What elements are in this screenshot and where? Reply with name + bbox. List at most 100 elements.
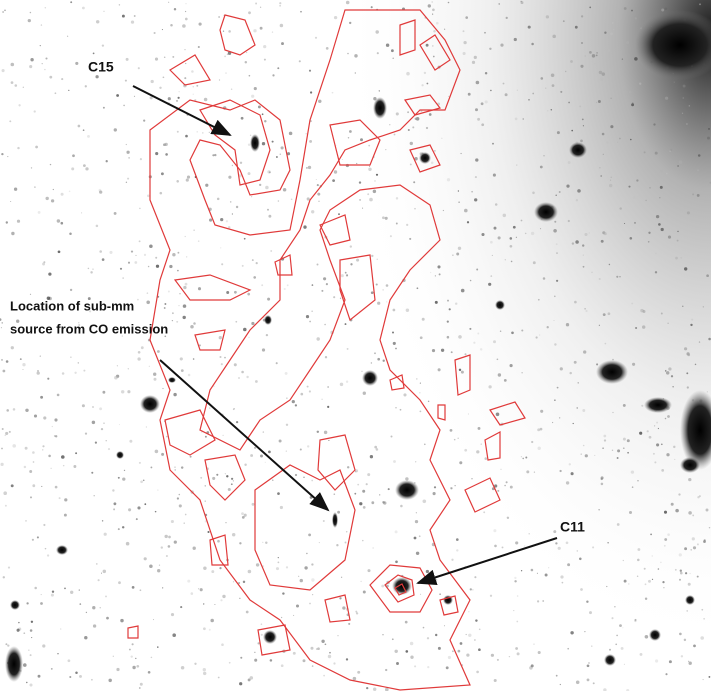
speckle	[253, 29, 256, 32]
speckle	[587, 678, 590, 681]
speckle	[444, 29, 445, 30]
speckle	[30, 496, 32, 498]
speckle	[559, 417, 560, 418]
speckle	[300, 448, 302, 450]
speckle	[328, 655, 331, 658]
speckle	[494, 545, 497, 548]
speckle	[396, 112, 399, 115]
speckle	[481, 123, 484, 126]
speckle	[435, 275, 436, 276]
speckle	[458, 247, 461, 250]
speckle	[658, 223, 661, 226]
speckle	[416, 552, 419, 555]
speckle	[119, 424, 120, 425]
speckle	[432, 45, 434, 47]
speckle	[174, 469, 176, 471]
speckle	[413, 181, 415, 183]
speckle	[441, 349, 444, 352]
speckle	[267, 209, 269, 211]
speckle	[126, 182, 127, 183]
speckle	[52, 591, 54, 593]
speckle	[100, 607, 101, 608]
speckle	[309, 70, 311, 72]
speckle	[477, 333, 479, 335]
speckle	[545, 88, 546, 89]
speckle	[379, 90, 380, 91]
speckle	[594, 455, 595, 456]
speckle	[470, 588, 472, 590]
speckle	[309, 603, 311, 605]
speckle	[684, 267, 687, 270]
halo	[300, 0, 711, 691]
speckle	[3, 491, 7, 495]
speckle	[559, 191, 561, 193]
speckle	[392, 332, 394, 334]
speckle	[102, 44, 104, 46]
galaxy	[534, 202, 558, 222]
speckle	[132, 666, 135, 669]
speckle	[576, 199, 578, 201]
speckle	[631, 303, 633, 305]
speckle	[128, 157, 130, 159]
speckle	[596, 363, 598, 365]
speckle	[623, 438, 626, 441]
speckle	[221, 363, 223, 365]
speckle	[684, 547, 687, 550]
speckle	[490, 275, 492, 277]
speckle	[211, 570, 214, 573]
speckle	[83, 370, 85, 372]
speckle	[315, 37, 317, 39]
speckle	[522, 458, 524, 460]
speckle	[231, 88, 232, 89]
speckle	[102, 391, 105, 394]
speckle	[205, 436, 207, 438]
speckle	[163, 143, 166, 146]
speckle	[485, 457, 488, 460]
speckle	[345, 272, 347, 274]
speckle	[469, 328, 471, 330]
speckle	[114, 376, 118, 380]
speckle	[3, 370, 6, 373]
speckle	[122, 477, 125, 480]
speckle	[502, 546, 504, 548]
speckle	[9, 431, 11, 433]
speckle	[11, 484, 14, 487]
speckle	[143, 120, 145, 122]
speckle	[182, 24, 186, 28]
speckle	[510, 245, 513, 248]
speckle	[468, 93, 471, 96]
speckle	[553, 530, 556, 533]
speckle	[356, 259, 359, 262]
speckle	[461, 371, 464, 374]
speckle	[109, 251, 112, 254]
speckle	[137, 299, 139, 301]
speckle	[604, 232, 607, 235]
speckle	[703, 306, 704, 307]
speckle	[1, 359, 3, 361]
speckle	[692, 537, 695, 540]
speckle	[612, 450, 613, 451]
speckle	[631, 10, 633, 12]
speckle	[497, 490, 499, 492]
speckle	[415, 461, 416, 462]
speckle	[371, 362, 372, 363]
galaxy	[140, 395, 160, 413]
speckle	[293, 615, 294, 616]
speckle	[241, 371, 244, 374]
speckle	[438, 368, 441, 371]
speckle	[514, 577, 516, 579]
speckle	[567, 648, 569, 650]
speckle	[560, 575, 563, 578]
speckle	[593, 682, 595, 684]
speckle	[468, 611, 469, 612]
speckle	[679, 579, 681, 581]
speckle	[327, 406, 329, 408]
speckle	[435, 301, 438, 304]
speckle	[186, 256, 187, 257]
speckle	[610, 98, 611, 99]
speckle	[533, 644, 534, 645]
speckle	[83, 129, 85, 131]
speckle	[605, 343, 607, 345]
speckle	[654, 461, 656, 463]
speckle	[205, 485, 206, 486]
